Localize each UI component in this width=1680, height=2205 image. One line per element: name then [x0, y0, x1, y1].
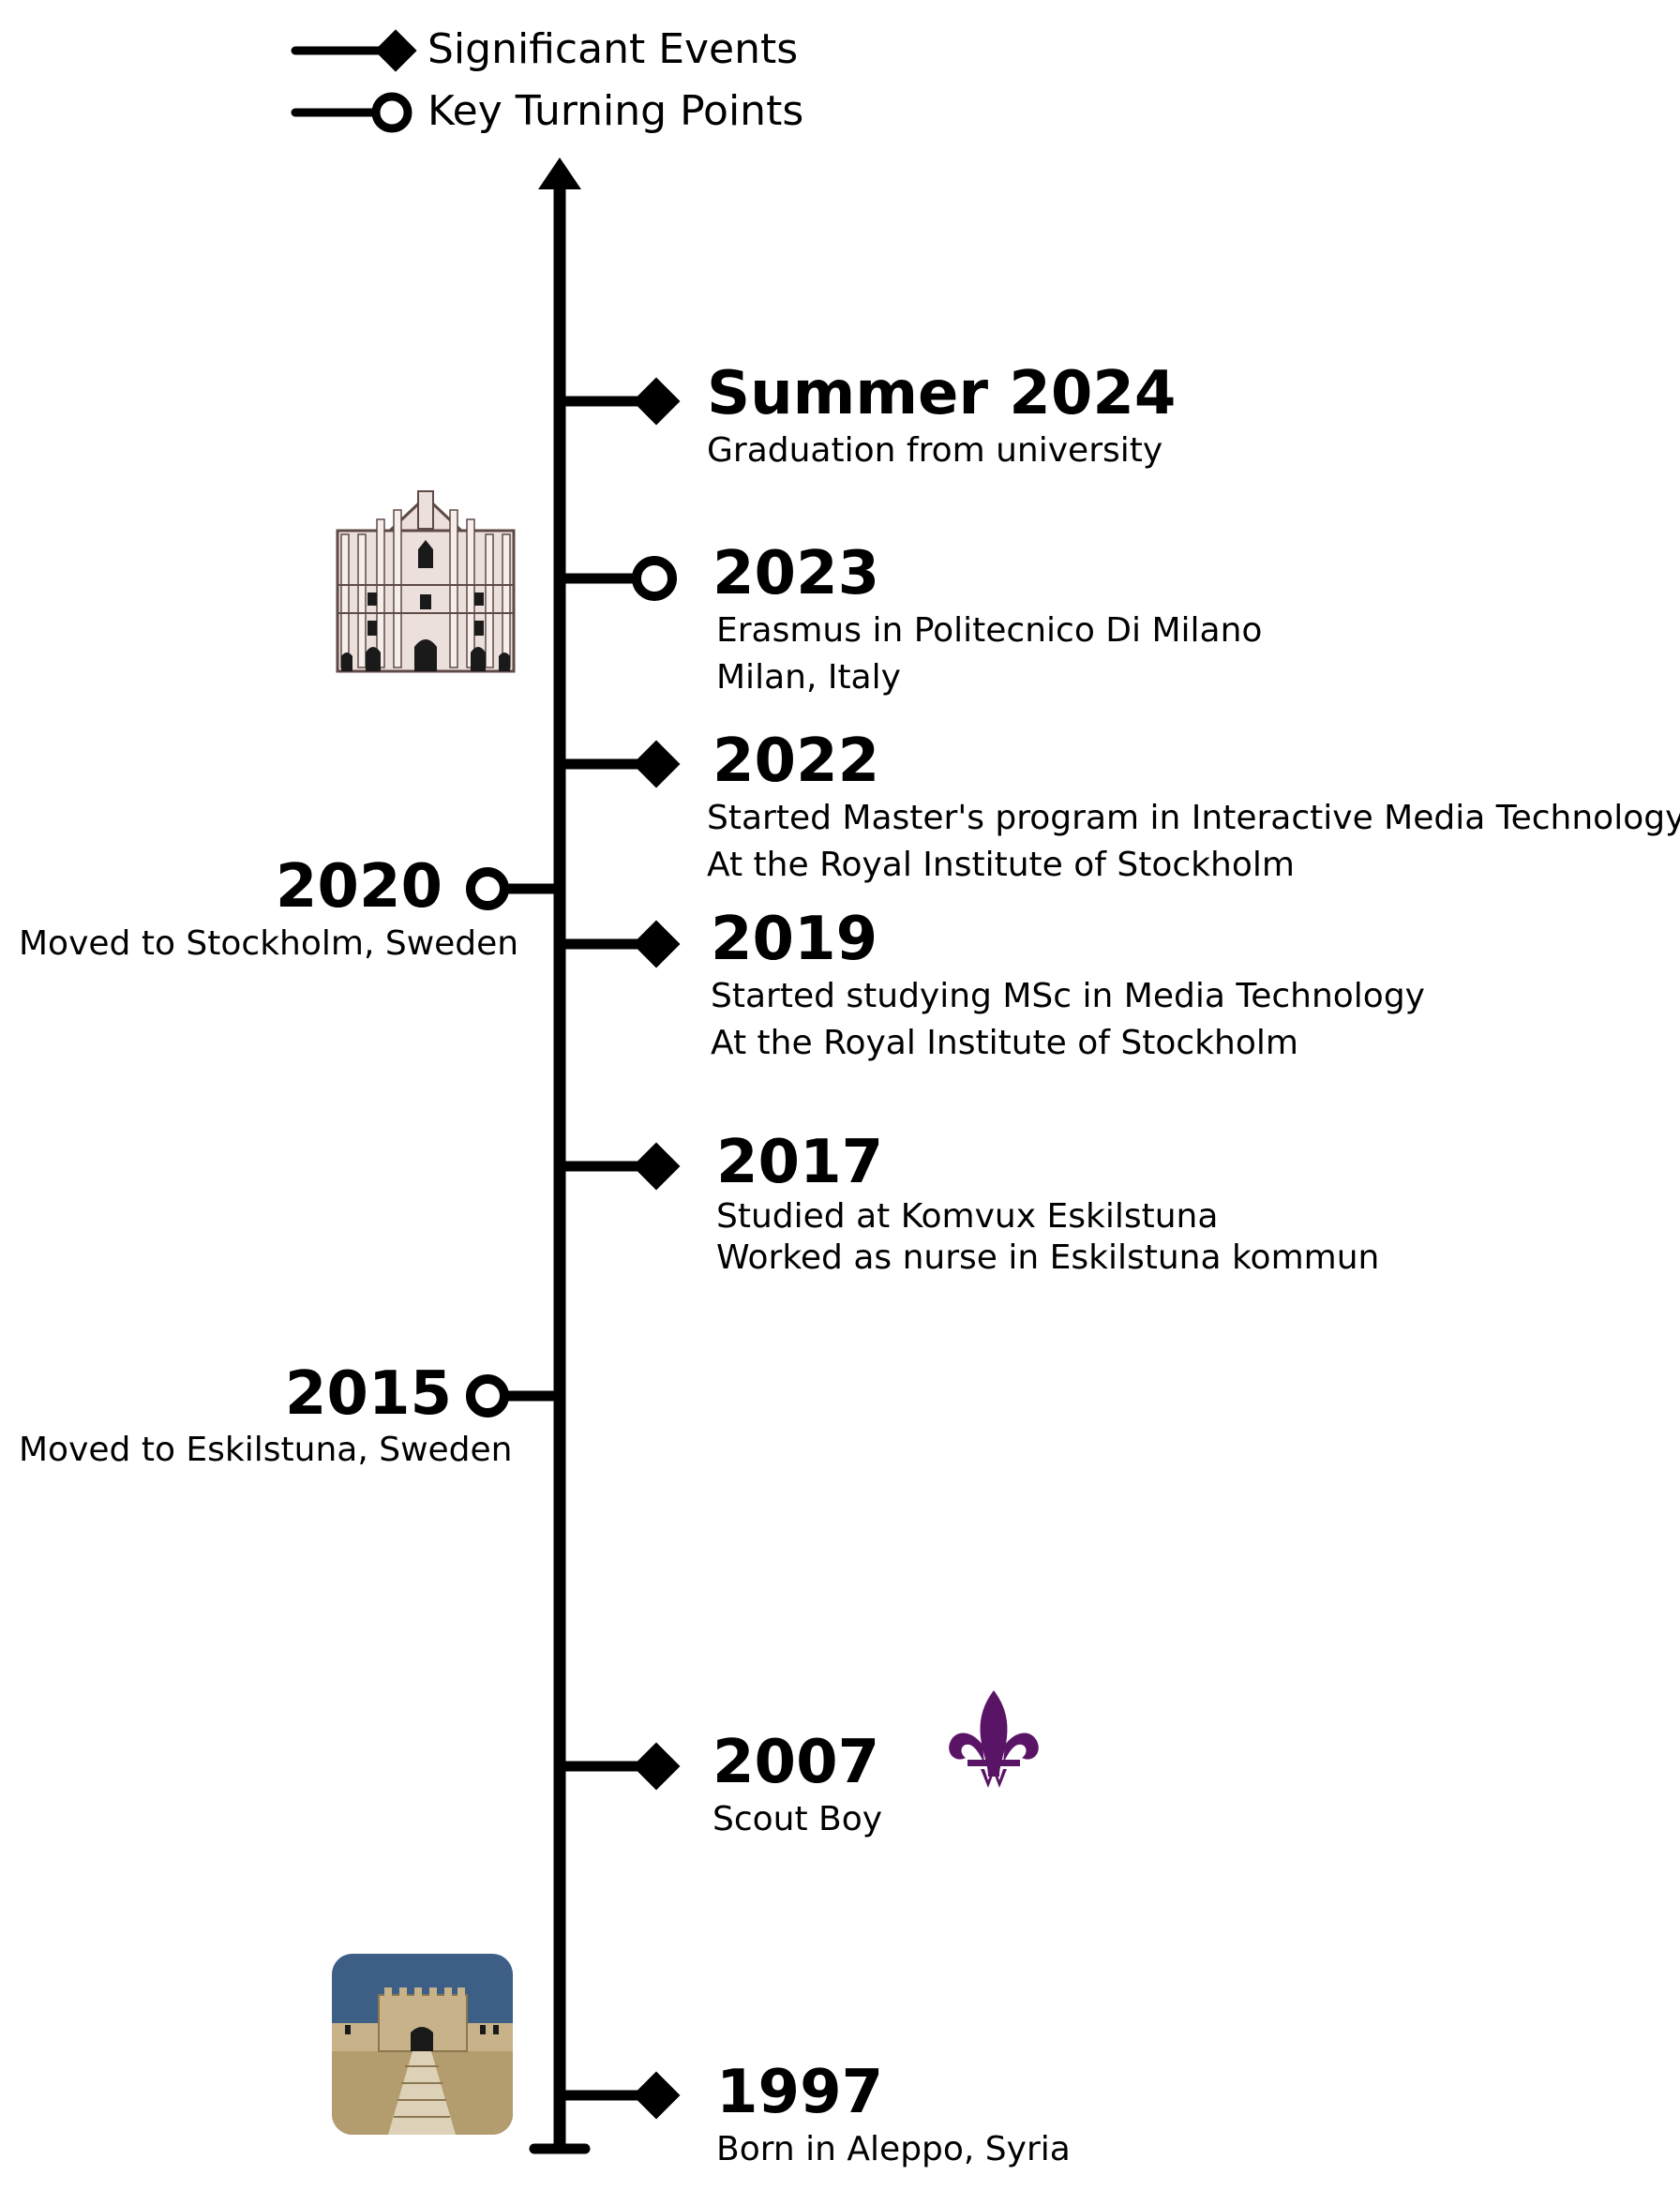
event-description: Born in Aleppo, Syria: [716, 2130, 1071, 2168]
event-description: Scout Boy: [712, 1800, 883, 1838]
diamond-marker: [632, 1142, 681, 1191]
event-year: 1997: [716, 2058, 884, 2127]
legend-diamond-marker: [374, 29, 417, 72]
event-1997: 1997 Born in Aleppo, Syria: [716, 2062, 1071, 2173]
connector-2007: [560, 1742, 681, 1791]
connector-2015: [466, 1374, 560, 1418]
event-summer-2024: Summer 2024 Graduation from university: [707, 364, 1176, 474]
diamond-marker: [632, 2071, 681, 2120]
event-year: Summer 2024: [707, 359, 1177, 428]
event-year: 2022: [712, 727, 880, 796]
diamond-marker: [632, 740, 681, 788]
connector-2019: [560, 920, 681, 968]
event-2020-description: Moved to Stockholm, Sweden: [19, 924, 519, 963]
connector-2023: [560, 556, 677, 601]
legend-significant-events-label: Significant Events: [428, 25, 799, 73]
event-year: 2017: [716, 1128, 884, 1197]
event-2015-description: Moved to Eskilstuna, Sweden: [19, 1431, 513, 1469]
diamond-marker: [632, 1742, 681, 1791]
event-description: Graduation from university: [707, 431, 1163, 470]
connector-2022: [560, 740, 681, 788]
connector-2017: [560, 1142, 681, 1191]
event-2017: 2017 Studied at Komvux Eskilstuna Worked…: [716, 1132, 1379, 1279]
connector-1997: [560, 2071, 681, 2120]
axis-arrow-up: [538, 158, 581, 189]
circle-marker: [466, 1374, 509, 1418]
event-2015-year: 2015: [284, 1359, 452, 1429]
legend-key-turning-points-label: Key Turning Points: [428, 87, 804, 135]
connector-2020: [466, 867, 560, 910]
aleppo-citadel-icon: [332, 1954, 513, 2135]
event-description: Started studying MSc in Media Technology…: [711, 977, 1425, 1062]
event-year: 2007: [712, 1728, 880, 1797]
event-2019: 2019 Started studying MSc in Media Techn…: [711, 909, 1425, 1067]
scout-fleur-de-lis-icon: [949, 1690, 1039, 1788]
connector-summer-2024: [560, 377, 681, 426]
event-description: Studied at Komvux Eskilstuna Worked as n…: [716, 1197, 1380, 1277]
milan-cathedral-icon: [336, 490, 516, 673]
event-description: Erasmus in Politecnico Di Milano Milan, …: [716, 611, 1263, 697]
diamond-marker: [632, 377, 681, 426]
diamond-marker: [632, 920, 681, 968]
event-year: 2023: [712, 539, 880, 608]
event-2023: 2023 Erasmus in Politecnico Di Milano Mi…: [712, 544, 1262, 701]
legend: [291, 29, 417, 133]
circle-marker: [632, 556, 677, 601]
event-2020-year: 2020: [275, 852, 442, 922]
timeline-axis: [529, 158, 591, 2154]
event-2022: 2022 Started Master's program in Interac…: [707, 731, 1680, 889]
legend-circle-marker: [371, 92, 412, 133]
event-2007: 2007 Scout Boy: [712, 1732, 882, 1843]
event-description: Started Master's program in Interactive …: [707, 799, 1680, 884]
circle-marker: [466, 867, 509, 910]
event-year: 2019: [711, 905, 878, 974]
